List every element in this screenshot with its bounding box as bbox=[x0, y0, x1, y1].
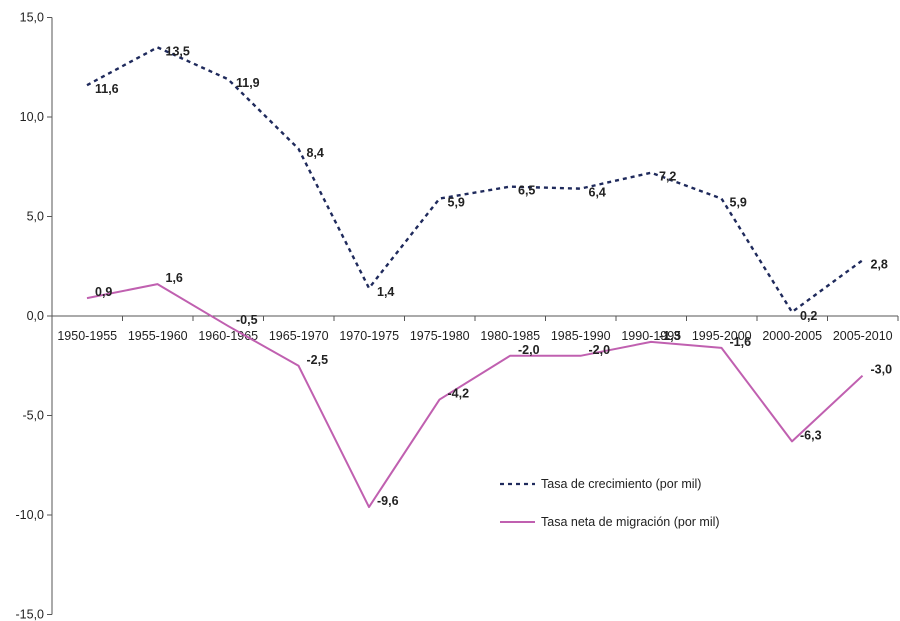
data-label: -4,2 bbox=[448, 387, 470, 401]
x-tick-label: 1990-1995 bbox=[621, 329, 681, 343]
axes: 15,0 10,0 5,0 0,0 -5,0 -10,0 -15,0 1950-1955 195… bbox=[16, 11, 899, 621]
data-label: -1,6 bbox=[730, 335, 752, 349]
y-tick-label: 15,0 bbox=[20, 11, 44, 25]
data-label: 0,2 bbox=[800, 309, 817, 323]
data-label: 0,9 bbox=[95, 285, 112, 299]
x-tick-label: 1995-2000 bbox=[692, 329, 752, 343]
x-tick-label: 1950-1955 bbox=[57, 329, 117, 343]
data-label: 6,4 bbox=[589, 186, 606, 200]
data-label: 1,6 bbox=[166, 271, 183, 285]
data-label: 8,4 bbox=[307, 146, 324, 160]
data-label: 2,8 bbox=[871, 257, 888, 271]
data-label: 6,5 bbox=[518, 184, 535, 198]
data-label: -2,5 bbox=[307, 353, 329, 367]
y-tick-label: -10,0 bbox=[16, 508, 45, 522]
x-tick-label: 2005-2010 bbox=[833, 329, 893, 343]
y-tick-label: -5,0 bbox=[22, 409, 44, 423]
data-label: -3,0 bbox=[871, 363, 893, 377]
data-labels: 11,6 13,5 11,9 8,4 1,4 5,9 6,5 6,4 7,2 5,9 0,2 2,8 0… bbox=[95, 44, 892, 508]
data-label: 7,2 bbox=[659, 170, 676, 184]
series-line-growth bbox=[86, 46, 864, 314]
data-label: 1,4 bbox=[377, 285, 394, 299]
data-label: 11,9 bbox=[236, 76, 260, 90]
legend-label-growth: Tasa de crecimiento (por mil) bbox=[541, 477, 701, 491]
legend-label-migration: Tasa neta de migración (por mil) bbox=[541, 515, 720, 529]
legend: Tasa de crecimiento (por mil) Tasa neta … bbox=[500, 477, 720, 529]
y-tick-label: 0,0 bbox=[27, 309, 44, 323]
data-label: -9,6 bbox=[377, 494, 399, 508]
data-label: 11,6 bbox=[95, 82, 119, 96]
x-tick-label: 1985-1990 bbox=[551, 329, 611, 343]
series-layer bbox=[86, 46, 864, 509]
x-tick-label: 1975-1980 bbox=[410, 329, 470, 343]
data-label: 5,9 bbox=[448, 196, 465, 210]
data-label: 5,9 bbox=[730, 196, 747, 210]
data-label: -1,3 bbox=[659, 329, 681, 343]
x-tick-label: 1980-1985 bbox=[480, 329, 540, 343]
x-tick-label: 1955-1960 bbox=[128, 329, 188, 343]
data-label: -6,3 bbox=[800, 428, 822, 442]
x-tick-label: 1970-1975 bbox=[339, 329, 399, 343]
y-tick-label: -15,0 bbox=[16, 608, 45, 621]
data-label: -0,5 bbox=[236, 313, 258, 327]
y-tick-label: 5,0 bbox=[27, 210, 44, 224]
data-label: -2,0 bbox=[518, 343, 540, 357]
x-tick-label: 2000-2005 bbox=[762, 329, 822, 343]
x-tick-label: 1960-1965 bbox=[198, 329, 258, 343]
data-label: -2,0 bbox=[589, 343, 611, 357]
data-label: 13,5 bbox=[166, 44, 190, 58]
x-tick-label: 1965-1970 bbox=[269, 329, 329, 343]
series-line-migration bbox=[86, 283, 864, 509]
y-tick-label: 10,0 bbox=[20, 110, 44, 124]
